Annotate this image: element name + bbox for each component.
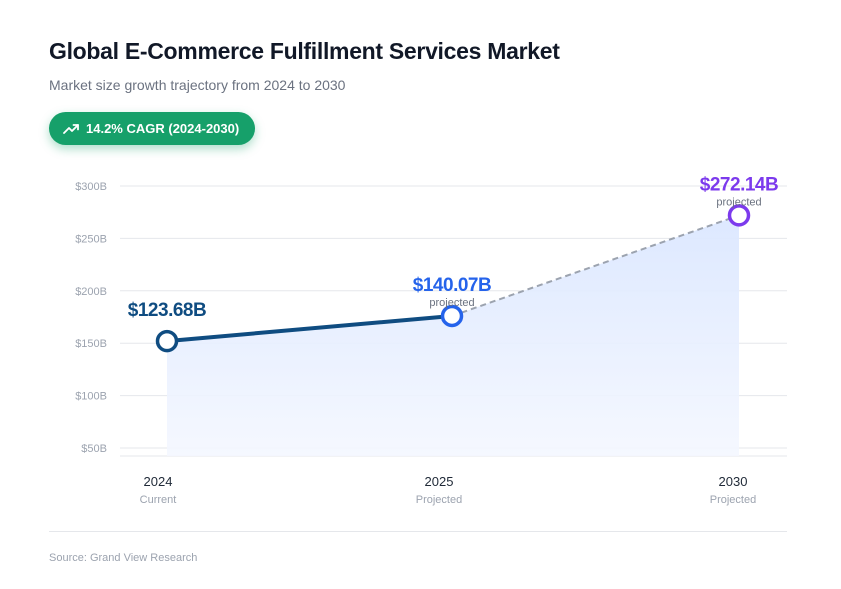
y-tick-label: $200B <box>75 286 107 298</box>
value-label-2024: $123.68B <box>128 300 206 321</box>
projected-line-segment <box>451 214 740 317</box>
x-tick-status-2025: Projected <box>416 494 462 506</box>
x-tick-status-2030: Projected <box>710 494 756 506</box>
y-tick-label: $250B <box>75 233 107 245</box>
chart-subtitle: Market size growth trajectory from 2024 … <box>49 77 346 93</box>
data-point-2025[interactable] <box>440 304 464 328</box>
y-tick-label: $100B <box>75 391 107 403</box>
y-tick-label: $150B <box>75 338 107 350</box>
projected-note-2030: projected <box>716 196 761 208</box>
y-tick-label: $50B <box>81 443 107 455</box>
data-point-2030[interactable] <box>727 204 751 227</box>
value-label-2025: $140.07B <box>413 275 491 296</box>
chart-title: Global E-Commerce Fulfillment Services M… <box>49 38 560 64</box>
footer-divider <box>49 531 787 532</box>
trending-up-icon <box>63 123 79 135</box>
x-tick-year-2025: 2025 <box>425 474 454 489</box>
source-note: Source: Grand View Research <box>49 552 198 564</box>
y-tick-label: $300B <box>75 181 107 193</box>
cagr-badge-label: 14.2% CAGR (2024-2030) <box>86 121 240 136</box>
x-tick-status-2024: Current <box>140 494 177 506</box>
x-tick-year-2024: 2024 <box>144 474 173 489</box>
data-point-2024[interactable] <box>155 329 179 353</box>
projected-note-2025: projected <box>429 297 474 309</box>
cagr-badge: 14.2% CAGR (2024-2030) <box>49 112 256 145</box>
area-fill <box>167 215 739 456</box>
x-tick-year-2030: 2030 <box>719 474 748 489</box>
actual-line-segment <box>165 313 454 344</box>
value-label-2030: $272.14B <box>700 174 778 195</box>
